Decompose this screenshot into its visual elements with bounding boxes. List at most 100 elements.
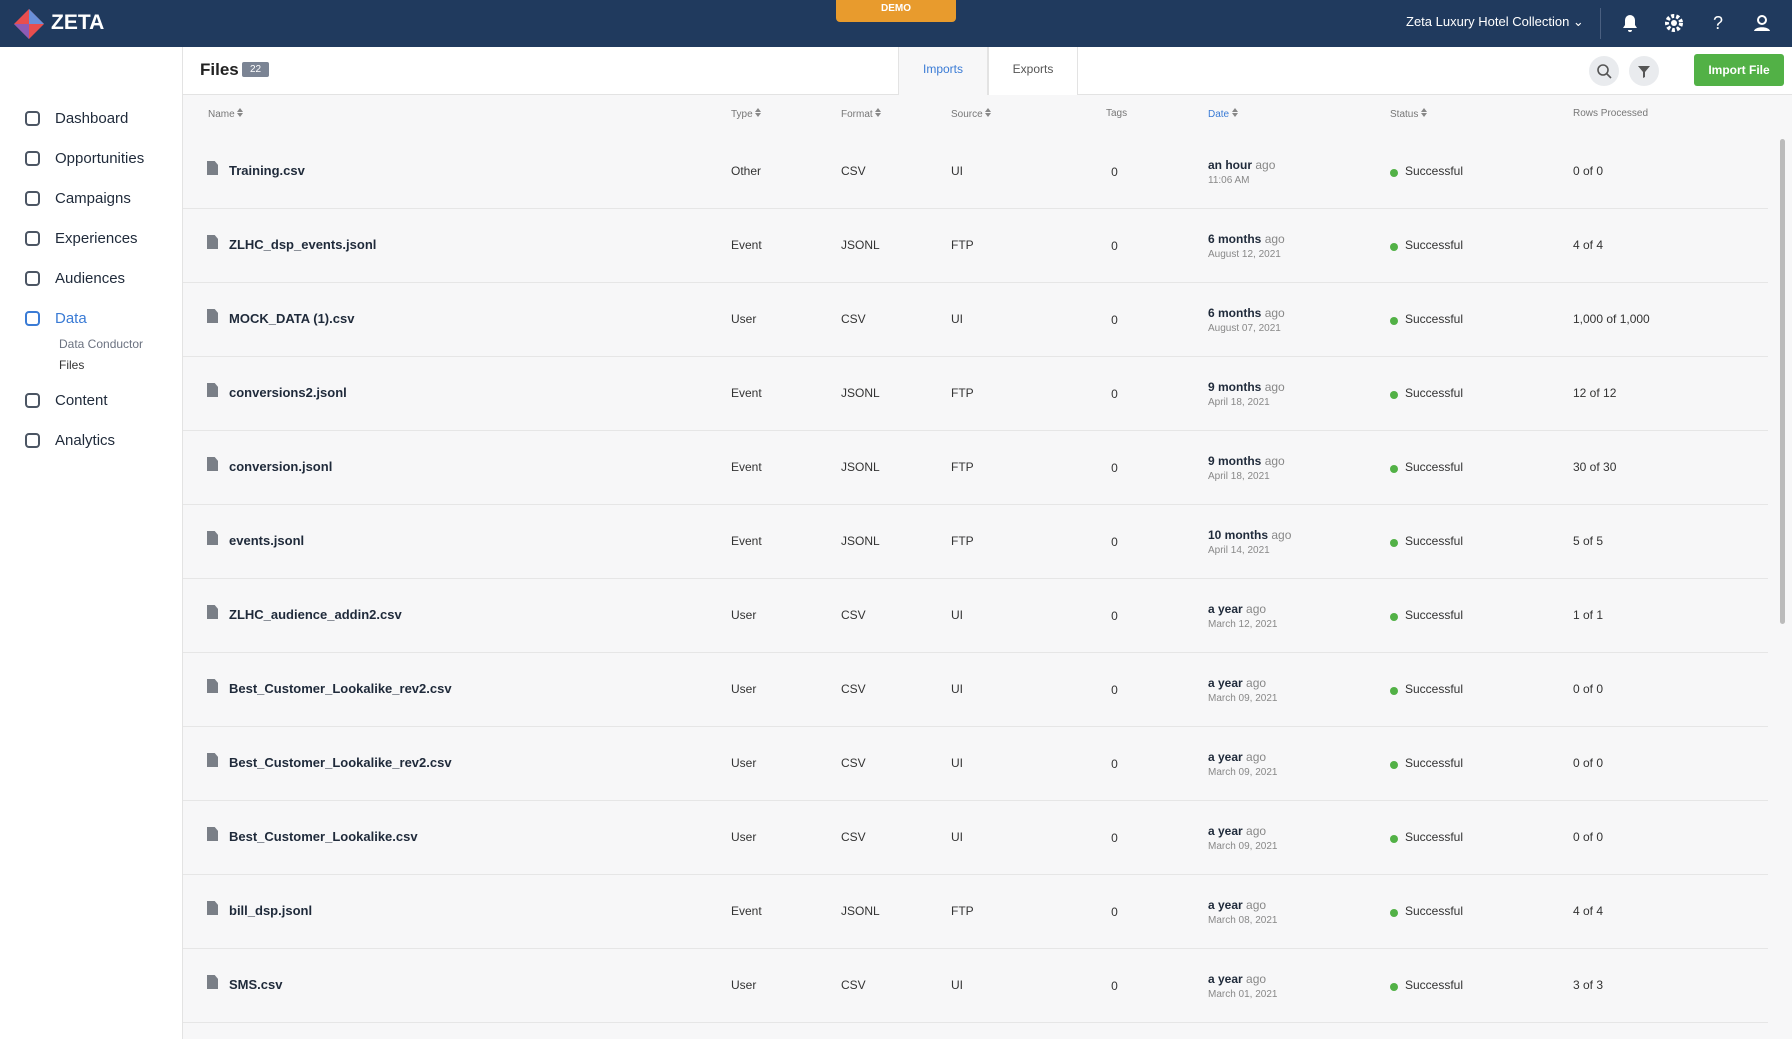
filter-button[interactable] bbox=[1629, 56, 1659, 86]
tabs: Imports Exports bbox=[898, 47, 1078, 95]
nav-item[interactable]: Dashboard bbox=[24, 106, 128, 130]
file-tags: 0 bbox=[1111, 683, 1118, 697]
column-header: Rows Processed bbox=[1573, 108, 1648, 119]
file-tags: 0 bbox=[1111, 165, 1118, 179]
date-ago-value: 9 months bbox=[1208, 454, 1262, 468]
file-type: User bbox=[731, 978, 757, 992]
date-ago-value: a year bbox=[1208, 972, 1243, 986]
table-row[interactable]: ZLHC_dsp_events.jsonl Event JSONL FTP 0 6 mon… bbox=[183, 209, 1768, 283]
file-name: bill_dsp.jsonl bbox=[229, 903, 313, 918]
status-dot bbox=[1390, 317, 1398, 325]
date-absolute: April 14, 2021 bbox=[1208, 545, 1270, 556]
date-ago-suffix: ago bbox=[1246, 602, 1267, 616]
nav-label: Campaigns bbox=[55, 189, 131, 207]
tab[interactable]: Exports bbox=[988, 47, 1078, 95]
nav-item[interactable]: Analytics bbox=[24, 428, 115, 452]
tab[interactable]: Imports bbox=[898, 47, 988, 95]
file-icon bbox=[207, 975, 218, 989]
file-name: conversions2.jsonl bbox=[229, 385, 347, 400]
nav-label: Content bbox=[55, 391, 108, 409]
status-dot bbox=[1390, 761, 1398, 769]
date-relative: 6 months ago bbox=[1208, 232, 1285, 246]
file-tags: 0 bbox=[1111, 831, 1118, 845]
file-tags: 0 bbox=[1111, 461, 1118, 475]
nav-item[interactable]: Experiences bbox=[24, 226, 138, 250]
status-dot bbox=[1390, 465, 1398, 473]
file-tags: 0 bbox=[1111, 313, 1118, 327]
search-button[interactable] bbox=[1589, 56, 1619, 86]
date-ago-suffix: ago bbox=[1271, 528, 1292, 542]
date-ago-suffix: ago bbox=[1264, 232, 1285, 246]
date-ago-value: a year bbox=[1208, 898, 1243, 912]
table-row[interactable]: Best_Customer_Lookalike_rev2.csv User CSV U… bbox=[183, 727, 1768, 801]
table-row[interactable]: Training.csv Other CSV UI 0 an hour ago 11:06 … bbox=[183, 135, 1768, 209]
logo-mark bbox=[14, 9, 44, 39]
profile-icon[interactable] bbox=[1752, 13, 1772, 33]
nav-label: Data bbox=[55, 309, 87, 327]
table-row[interactable]: SMS.csv User CSV UI 0 a year ago March 01, 202… bbox=[183, 949, 1768, 1023]
file-format: CSV bbox=[841, 978, 866, 992]
file-type: Other bbox=[731, 164, 762, 178]
table-row[interactable]: bill_dsp.jsonl Event JSONL FTP 0 a year ago Ma… bbox=[183, 875, 1768, 949]
file-type: User bbox=[731, 608, 757, 622]
nav-item[interactable]: Content bbox=[24, 388, 108, 412]
settings-icon[interactable] bbox=[1664, 13, 1684, 33]
status-dot bbox=[1390, 983, 1398, 991]
column-header[interactable]: Name bbox=[208, 108, 244, 120]
nav-item[interactable]: Campaigns bbox=[24, 186, 131, 210]
column-header[interactable]: Format bbox=[841, 108, 882, 120]
rows-processed: 5 of 5 bbox=[1573, 534, 1604, 548]
date-relative: 6 months ago bbox=[1208, 306, 1285, 320]
file-icon bbox=[207, 753, 218, 767]
nav-item[interactable]: Opportunities bbox=[24, 146, 144, 170]
column-header[interactable]: Source bbox=[951, 108, 992, 120]
column-header[interactable]: Type bbox=[731, 108, 762, 120]
date-relative: a year ago bbox=[1208, 824, 1266, 838]
help-icon[interactable]: ? bbox=[1708, 13, 1728, 33]
import-file-button[interactable]: Import File bbox=[1694, 54, 1784, 86]
file-format: CSV bbox=[841, 830, 866, 844]
notifications-icon[interactable] bbox=[1620, 13, 1640, 33]
table-body: Training.csv Other CSV UI 0 an hour ago 11:06 … bbox=[183, 135, 1768, 1039]
date-absolute: 11:06 AM bbox=[1208, 175, 1250, 186]
date-relative: 10 months ago bbox=[1208, 528, 1291, 542]
date-ago-value: a year bbox=[1208, 750, 1243, 764]
rows-processed: 0 of 0 bbox=[1573, 830, 1604, 844]
file-tags: 0 bbox=[1111, 239, 1118, 253]
table-row[interactable]: events.jsonl Event JSONL FTP 0 10 months ago A… bbox=[183, 505, 1768, 579]
date-relative: a year ago bbox=[1208, 750, 1266, 764]
date-absolute: March 08, 2021 bbox=[1208, 915, 1278, 926]
sub-nav-item[interactable]: Data Conductor bbox=[59, 337, 144, 351]
file-format: CSV bbox=[841, 164, 866, 178]
date-absolute: April 18, 2021 bbox=[1208, 397, 1270, 408]
status: Successful bbox=[1405, 608, 1464, 622]
sidebar: Dashboard Opportunities Campaigns Experienc… bbox=[0, 47, 183, 1039]
scrollbar bbox=[1780, 139, 1785, 624]
nav-item[interactable]: Data bbox=[24, 306, 87, 330]
table-row[interactable]: MOCK_DATA (1).csv User CSV UI 0 6 months ago A… bbox=[183, 283, 1768, 357]
sub-nav-item[interactable]: Files bbox=[59, 358, 85, 372]
status: Successful bbox=[1405, 460, 1464, 474]
nav-icon bbox=[25, 432, 40, 448]
table-row[interactable]: ZLHC_audience_addin2.csv User CSV UI 0 a year… bbox=[183, 579, 1768, 653]
table-row[interactable]: Best_Customer_Lookalike_rev2.csv User CSV U… bbox=[183, 653, 1768, 727]
status: Successful bbox=[1405, 904, 1464, 918]
file-format: JSONL bbox=[841, 238, 880, 252]
table-row[interactable]: conversion.jsonl Event JSONL FTP 0 9 months a… bbox=[183, 431, 1768, 505]
column-header[interactable]: Date bbox=[1208, 108, 1238, 120]
svg-text:?: ? bbox=[1713, 13, 1723, 33]
file-type: Event bbox=[731, 460, 762, 474]
rows-processed: 1 of 1 bbox=[1573, 608, 1604, 622]
top-bar: ZETA DEMO Zeta Luxury Hotel Collection ⌄… bbox=[0, 0, 1792, 47]
column-label: Source bbox=[951, 109, 983, 120]
status-dot bbox=[1390, 835, 1398, 843]
nav-item[interactable]: Audiences bbox=[24, 266, 125, 290]
rows-processed: 4 of 4 bbox=[1573, 238, 1604, 252]
date-relative: a year ago bbox=[1208, 676, 1266, 690]
date-relative: a year ago bbox=[1208, 972, 1266, 986]
table-row[interactable]: conversions2.jsonl Event JSONL FTP 0 9 months… bbox=[183, 357, 1768, 431]
table-row[interactable]: Best_Customer_Lookalike.csv User CSV UI 0 a y… bbox=[183, 801, 1768, 875]
column-label: Rows Processed bbox=[1573, 108, 1649, 119]
column-header[interactable]: Status bbox=[1390, 108, 1428, 120]
account-selector[interactable]: Zeta Luxury Hotel Collection ⌄ bbox=[1406, 14, 1584, 29]
